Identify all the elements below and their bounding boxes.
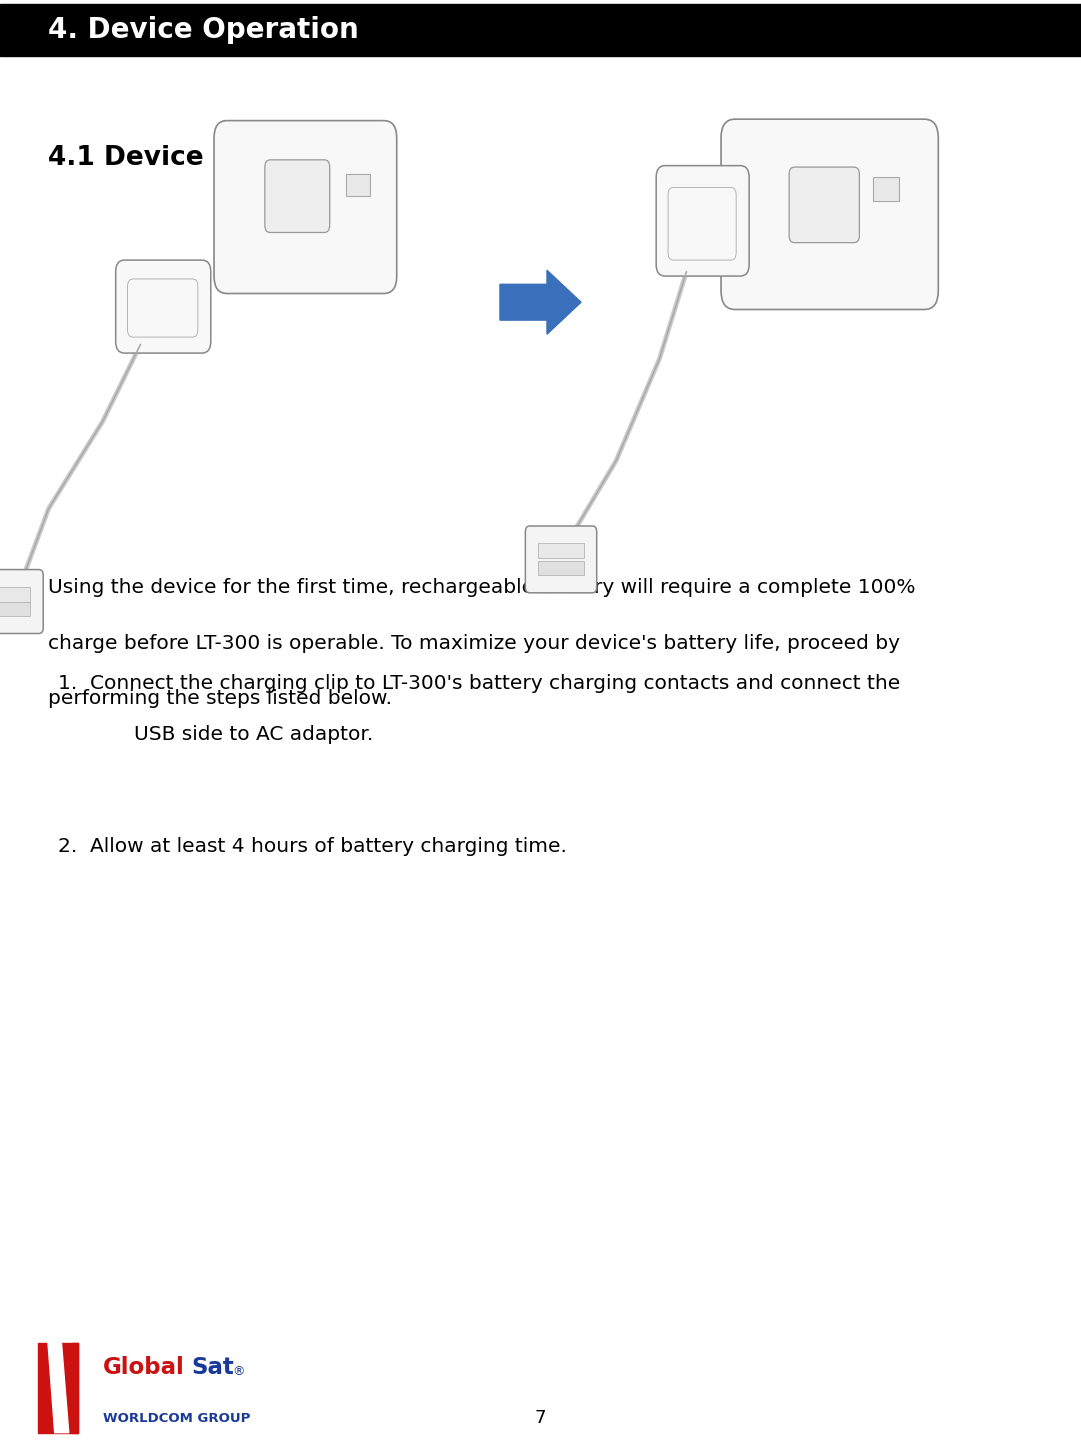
- Bar: [0, 587, 30, 602]
- Text: ®: ®: [232, 1366, 245, 1377]
- Text: charge before LT-300 is operable. To maximize your device's battery life, procee: charge before LT-300 is operable. To max…: [48, 634, 899, 652]
- Bar: [36, 1340, 96, 1436]
- Text: performing the steps listed below.: performing the steps listed below.: [48, 689, 391, 708]
- Bar: [538, 561, 584, 575]
- Text: 4.1 Device charging: 4.1 Device charging: [48, 145, 343, 171]
- Text: 4. Device Operation: 4. Device Operation: [48, 16, 358, 44]
- Polygon shape: [71, 1343, 78, 1433]
- FancyBboxPatch shape: [214, 121, 397, 294]
- FancyBboxPatch shape: [128, 279, 198, 337]
- FancyBboxPatch shape: [265, 160, 330, 232]
- Text: 2.  Allow at least 4 hours of battery charging time.: 2. Allow at least 4 hours of battery cha…: [58, 837, 568, 856]
- Bar: [538, 543, 584, 558]
- Bar: [873, 177, 899, 201]
- FancyBboxPatch shape: [668, 187, 736, 260]
- Text: 7: 7: [535, 1409, 546, 1427]
- Text: 1.  Connect the charging clip to LT-300's battery charging contacts and connect : 1. Connect the charging clip to LT-300's…: [58, 674, 900, 693]
- Text: Sat: Sat: [191, 1356, 235, 1379]
- FancyBboxPatch shape: [656, 166, 749, 276]
- Polygon shape: [48, 1343, 69, 1433]
- Text: Using the device for the first time, rechargeable battery will require a complet: Using the device for the first time, rec…: [48, 578, 915, 597]
- Polygon shape: [38, 1343, 78, 1433]
- Polygon shape: [501, 270, 582, 334]
- Bar: [346, 174, 370, 196]
- FancyBboxPatch shape: [721, 119, 938, 309]
- FancyBboxPatch shape: [789, 167, 859, 243]
- FancyBboxPatch shape: [116, 260, 211, 353]
- FancyBboxPatch shape: [525, 526, 597, 593]
- FancyBboxPatch shape: [0, 570, 43, 634]
- Text: Global: Global: [103, 1356, 185, 1379]
- Bar: [0, 3, 1081, 55]
- Bar: [0, 602, 30, 616]
- Text: USB side to AC adaptor.: USB side to AC adaptor.: [134, 725, 373, 744]
- Text: WORLDCOM GROUP: WORLDCOM GROUP: [103, 1412, 250, 1425]
